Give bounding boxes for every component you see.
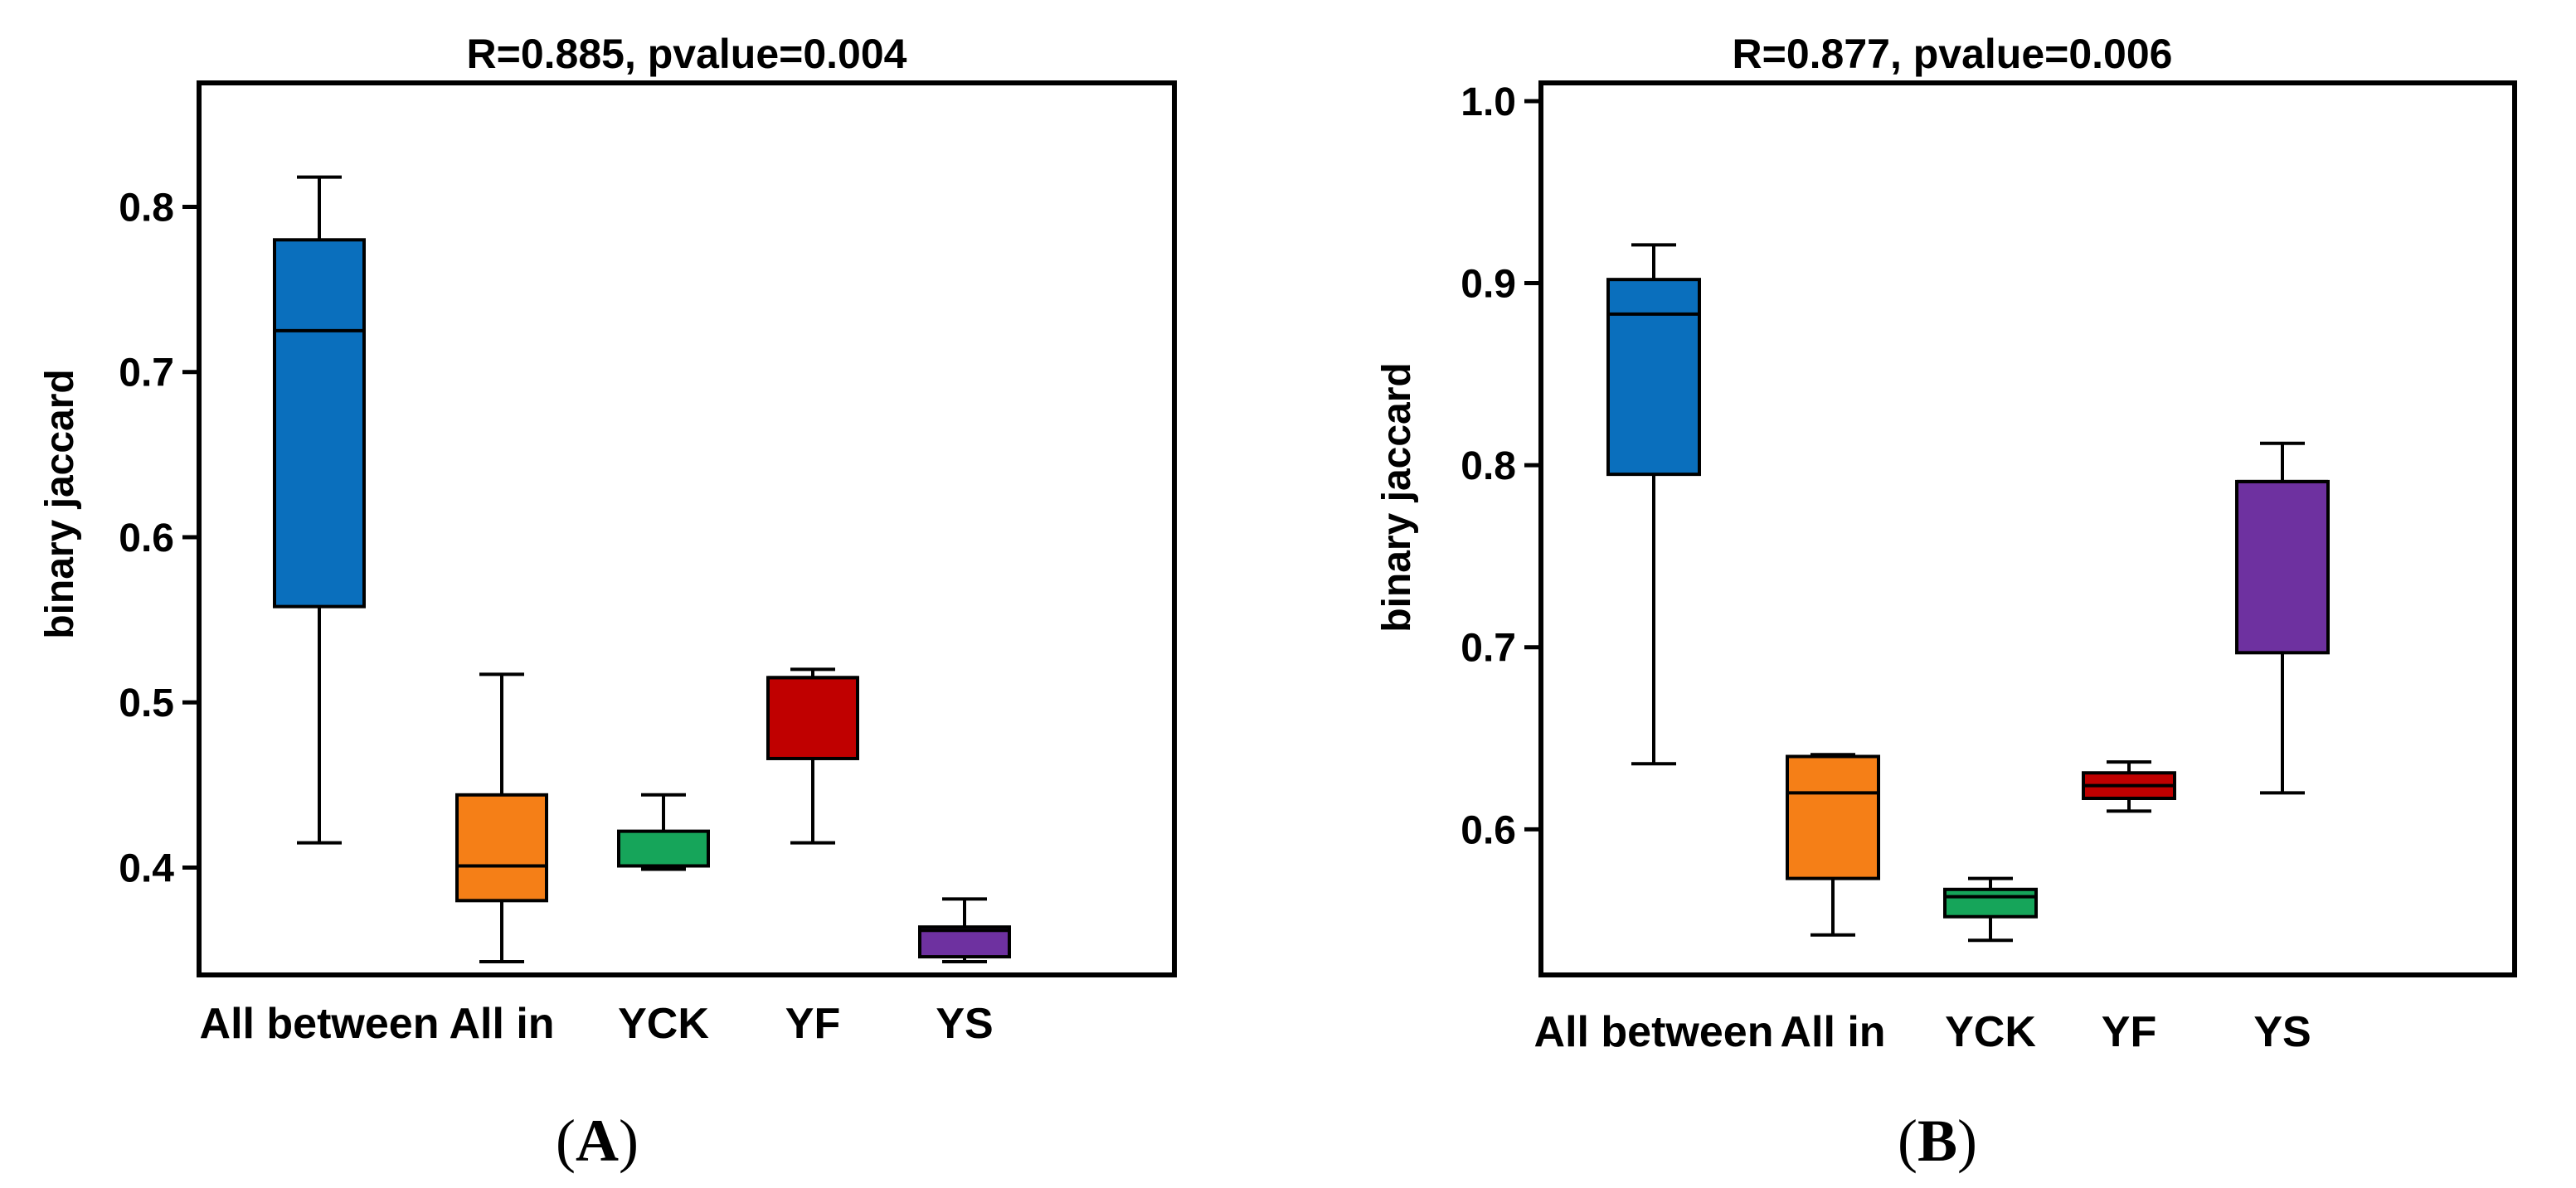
panel-a-x-tick-label: All in [449,1000,554,1048]
panel-a-title: R=0.885, pvalue=0.004 [467,31,907,77]
box-yck [617,793,710,871]
panel-a-y-axis-label: binary jaccard [38,369,82,639]
panel-b-chart: R=0.877, pvalue=0.006 binary jaccard 0.6… [1375,31,2517,1174]
box-body [766,676,859,760]
box-all-between [273,175,366,845]
box-yck [1943,876,2038,943]
box-body [1606,278,1701,477]
panel-b-y-tick-label: 0.7 [1461,627,1516,671]
panel-a-x-tick-label: YS [936,1000,993,1048]
box-yf [766,667,859,845]
box-all-between [1606,243,1701,766]
panel-b-y-axis-label: binary jaccard [1375,362,1419,633]
panel-b-plot-frame [1538,80,2517,977]
box-all-in [455,672,548,964]
box-body [617,829,710,868]
panel-a-x-tick-label: YF [785,1000,840,1048]
box-body [1786,754,1880,880]
panel-a-x-tick-label: All between [200,1000,440,1048]
box-yf [2082,760,2176,813]
panel-a-plot-frame [197,80,1177,977]
box-ys [918,897,1011,964]
panel-a-label: (A) [556,1108,639,1174]
panel-b-x-tick-label: YF [2102,1008,2156,1056]
panel-b-x-tick-label: YS [2253,1008,2311,1056]
panel-a-y-tick-label: 0.6 [119,516,174,560]
panel-b-x-tick-label: All between [1534,1008,1774,1056]
box-body [455,793,548,903]
panel-a-y-tick-label: 0.4 [119,846,174,890]
panel-b-y-tick-label: 0.6 [1461,808,1516,852]
panel-b-x-tick-label: YCK [1945,1008,2036,1056]
panel-b-label: (B) [1898,1108,1977,1174]
panel-b-x-tick-label: All in [1780,1008,1885,1056]
panel-a-y-tick-label: 0.7 [119,352,174,395]
panel-b-title: R=0.877, pvalue=0.006 [1733,31,2173,77]
panel-a-x-tick-label: YCK [618,1000,709,1048]
panel-b-y-tick-label: 1.0 [1461,80,1516,124]
box-all-in [1786,753,1880,937]
box-body [1943,887,2038,919]
panel-a-y-tick-label: 0.8 [119,186,174,230]
panel-b-y-tick-label: 0.9 [1461,263,1516,307]
panel-b-y-tick-label: 0.8 [1461,444,1516,488]
box-body [273,238,366,609]
box-ys [2235,441,2330,795]
panel-a-chart: R=0.885, pvalue=0.004 binary jaccard 0.4… [38,31,1177,1174]
box-body [2235,479,2330,655]
panel-a-y-tick-label: 0.5 [119,681,174,725]
